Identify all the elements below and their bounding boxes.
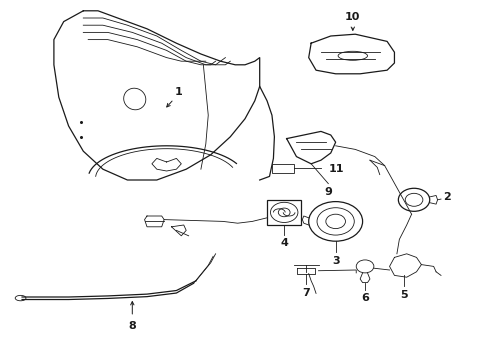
Text: 10: 10 [345, 12, 361, 22]
Text: 7: 7 [302, 288, 310, 298]
Text: 1: 1 [175, 87, 183, 97]
Text: 5: 5 [400, 290, 408, 300]
Text: 3: 3 [332, 256, 340, 266]
Text: 6: 6 [361, 293, 369, 303]
Text: 2: 2 [443, 192, 451, 202]
Text: 11: 11 [328, 164, 344, 174]
Text: 4: 4 [280, 238, 288, 248]
Text: 8: 8 [128, 321, 136, 331]
Text: 9: 9 [324, 187, 332, 197]
